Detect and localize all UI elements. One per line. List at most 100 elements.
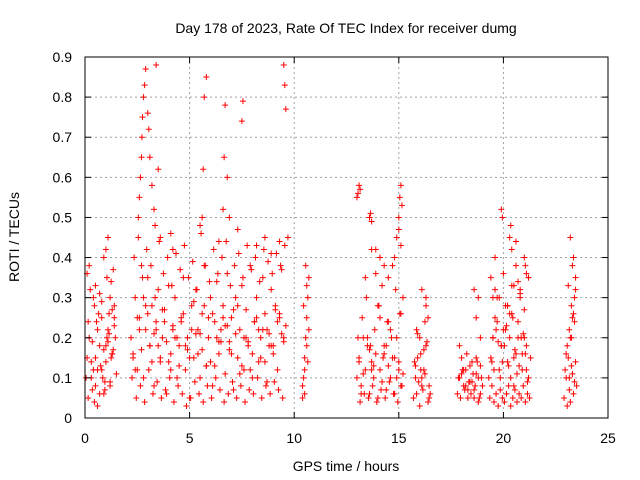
- data-point: [211, 318, 218, 325]
- data-point: [486, 394, 493, 401]
- data-point: [413, 326, 420, 333]
- data-point: [492, 286, 499, 293]
- data-point: [160, 270, 167, 277]
- data-point: [421, 370, 428, 377]
- data-point: [156, 238, 163, 245]
- data-point: [300, 302, 307, 309]
- data-point: [101, 386, 108, 393]
- data-point: [254, 374, 261, 381]
- data-point: [454, 390, 461, 397]
- data-point: [239, 274, 246, 281]
- data-point: [274, 366, 281, 373]
- data-point: [240, 366, 247, 373]
- data-point: [208, 394, 215, 401]
- data-point: [205, 314, 212, 321]
- data-point: [492, 314, 499, 321]
- data-point: [418, 374, 425, 381]
- data-point: [139, 114, 146, 121]
- data-point: [221, 154, 228, 161]
- data-point: [373, 398, 380, 405]
- data-point: [198, 230, 205, 237]
- data-point: [390, 390, 397, 397]
- data-point: [89, 386, 96, 393]
- data-point: [512, 350, 519, 357]
- data-point: [213, 334, 220, 341]
- data-point: [571, 294, 578, 301]
- data-point: [572, 286, 579, 293]
- data-point: [226, 346, 233, 353]
- data-point: [278, 330, 285, 337]
- data-point: [304, 294, 311, 301]
- data-point: [499, 394, 506, 401]
- data-point: [570, 310, 577, 317]
- data-point: [141, 398, 148, 405]
- data-point: [474, 358, 481, 365]
- data-point: [268, 286, 275, 293]
- data-point: [199, 346, 206, 353]
- data-point: [472, 382, 479, 389]
- data-point: [523, 366, 530, 373]
- data-point: [417, 350, 424, 357]
- data-point: [303, 342, 310, 349]
- data-point: [471, 386, 478, 393]
- data-point: [138, 154, 145, 161]
- data-point: [425, 398, 432, 405]
- data-point: [376, 366, 383, 373]
- data-point: [509, 314, 516, 321]
- data-point: [189, 258, 196, 265]
- data-point: [102, 246, 109, 253]
- data-point: [387, 374, 394, 381]
- data-point: [366, 390, 373, 397]
- data-point: [168, 282, 175, 289]
- data-point: [261, 234, 268, 241]
- data-point: [197, 222, 204, 229]
- data-point: [367, 210, 374, 217]
- data-point: [414, 330, 421, 337]
- data-point: [226, 214, 233, 221]
- x-tick-label: 20: [496, 430, 512, 446]
- data-point: [399, 370, 406, 377]
- data-point: [105, 338, 112, 345]
- data-point: [169, 322, 176, 329]
- data-point: [424, 338, 431, 345]
- data-point: [249, 374, 256, 381]
- data-point: [131, 254, 138, 261]
- data-point: [239, 98, 246, 105]
- data-point: [570, 390, 577, 397]
- data-point: [238, 118, 245, 125]
- data-point: [178, 318, 185, 325]
- data-point: [194, 350, 201, 357]
- data-point: [276, 238, 283, 245]
- data-point: [356, 358, 363, 365]
- data-point: [257, 334, 264, 341]
- data-point: [244, 242, 251, 249]
- data-point: [215, 338, 222, 345]
- data-point: [109, 350, 116, 357]
- data-point: [236, 370, 243, 377]
- data-point: [274, 318, 281, 325]
- data-point: [456, 342, 463, 349]
- data-point: [134, 314, 141, 321]
- data-point: [505, 362, 512, 369]
- data-point: [147, 262, 154, 269]
- data-point: [469, 378, 476, 385]
- data-point: [224, 270, 231, 277]
- data-point: [518, 334, 525, 341]
- data-point: [248, 266, 255, 273]
- data-point: [204, 382, 211, 389]
- data-point: [194, 326, 201, 333]
- data-point: [462, 382, 469, 389]
- data-point: [374, 302, 381, 309]
- data-point: [201, 302, 208, 309]
- data-point: [567, 234, 574, 241]
- data-point: [228, 350, 235, 357]
- data-point: [522, 398, 529, 405]
- data-point: [395, 214, 402, 221]
- data-point: [235, 250, 242, 257]
- data-point: [489, 334, 496, 341]
- data-point: [148, 302, 155, 309]
- data-point: [210, 246, 217, 253]
- data-point: [523, 342, 530, 349]
- data-point: [242, 398, 249, 405]
